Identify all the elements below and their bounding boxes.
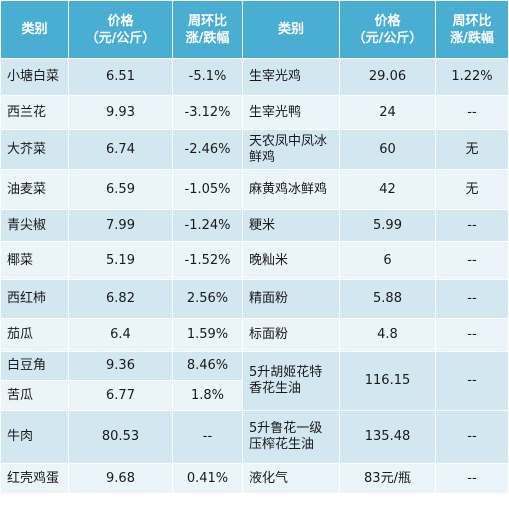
right-item: 生宰光鸡: [242, 58, 340, 96]
right-item: 5升胡姬花特香花生油: [242, 351, 340, 411]
left-price: 5.19: [68, 241, 173, 280]
left-change: -1.24%: [172, 209, 243, 242]
right-change: --: [435, 463, 509, 494]
right-change: --: [435, 410, 509, 464]
left-item: 苦瓜: [0, 380, 69, 411]
right-item: 天农凤中凤冰鲜鸡: [242, 129, 340, 170]
left-price: 6.51: [68, 58, 173, 96]
right-price: 6: [339, 241, 436, 280]
left-change: 1.59%: [172, 318, 243, 352]
right-price: 5.99: [339, 209, 436, 242]
left-price: 6.4: [68, 318, 173, 352]
left-change: --: [172, 410, 243, 464]
left-item: 油麦菜: [0, 169, 69, 210]
left-item: 椰菜: [0, 241, 69, 280]
left-price: 7.99: [68, 209, 173, 242]
header-category-1: 类别: [0, 0, 69, 59]
right-price: 116.15: [339, 351, 436, 411]
left-item: 茄瓜: [0, 318, 69, 352]
right-price: 42: [339, 169, 436, 210]
left-change: -3.12%: [172, 95, 243, 130]
right-price: 4.8: [339, 318, 436, 352]
right-change: 1.22%: [435, 58, 509, 96]
header-change-2: 周环比 涨/跌幅: [435, 0, 509, 59]
right-change: --: [435, 351, 509, 411]
left-change: -5.1%: [172, 58, 243, 96]
right-price: 135.48: [339, 410, 436, 464]
left-price: 6.82: [68, 279, 173, 319]
right-item: 5升鲁花一级压榨花生油: [242, 410, 340, 464]
left-price: 6.77: [68, 380, 173, 411]
left-change: -1.52%: [172, 241, 243, 280]
right-item: 精面粉: [242, 279, 340, 319]
left-item: 小塘白菜: [0, 58, 69, 96]
right-item: 标面粉: [242, 318, 340, 352]
right-price: 60: [339, 129, 436, 170]
left-change: 2.56%: [172, 279, 243, 319]
left-item: 白豆角: [0, 351, 69, 381]
header-price-1: 价格 （元/公斤）: [68, 0, 173, 59]
right-change: --: [435, 318, 509, 352]
right-change: 无: [435, 169, 509, 210]
right-change: --: [435, 279, 509, 319]
left-price: 9.36: [68, 351, 173, 381]
right-price: 5.88: [339, 279, 436, 319]
left-item: 红壳鸡蛋: [0, 463, 69, 494]
right-item: 晚籼米: [242, 241, 340, 280]
price-table: 类别 价格 （元/公斤） 周环比 涨/跌幅 类别 价格 （元/公斤） 周环比 涨/跌幅 …: [0, 0, 509, 494]
right-change: --: [435, 95, 509, 130]
left-price: 9.68: [68, 463, 173, 494]
header-category-2: 类别: [242, 0, 340, 59]
left-price: 80.53: [68, 410, 173, 464]
right-price: 29.06: [339, 58, 436, 96]
header-change-1: 周环比 涨/跌幅: [172, 0, 243, 59]
left-item: 西红柿: [0, 279, 69, 319]
left-price: 6.59: [68, 169, 173, 210]
right-item: 液化气: [242, 463, 340, 494]
left-item: 青尖椒: [0, 209, 69, 242]
left-item: 西兰花: [0, 95, 69, 130]
header-price-2: 价格 （元/公斤）: [339, 0, 436, 59]
right-item: 粳米: [242, 209, 340, 242]
left-change: -1.05%: [172, 169, 243, 210]
left-change: 8.46%: [172, 351, 243, 381]
right-change: --: [435, 209, 509, 242]
left-change: 1.8%: [172, 380, 243, 411]
right-item: 麻黄鸡冰鲜鸡: [242, 169, 340, 210]
left-item: 大芥菜: [0, 129, 69, 170]
left-change: 0.41%: [172, 463, 243, 494]
right-change: 无: [435, 129, 509, 170]
right-price: 24: [339, 95, 436, 130]
right-item: 生宰光鸭: [242, 95, 340, 130]
left-price: 6.74: [68, 129, 173, 170]
left-change: -2.46%: [172, 129, 243, 170]
right-change: --: [435, 241, 509, 280]
left-price: 9.93: [68, 95, 173, 130]
right-price: 83元/瓶: [339, 463, 436, 494]
left-item: 牛肉: [0, 410, 69, 464]
